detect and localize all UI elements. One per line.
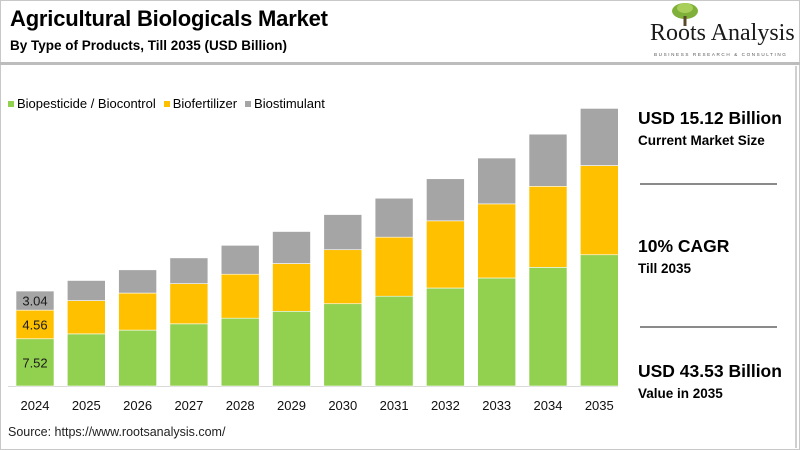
legend-label-biostimulant: Biostimulant — [254, 96, 325, 111]
bar-biostimulant-2026 — [118, 269, 157, 294]
logo-tagline: BUSINESS RESEARCH & CONSULTING — [654, 52, 788, 57]
bar-biopesticide-biocontrol-2033 — [477, 277, 517, 387]
legend-item-biostimulant: Biostimulant — [245, 96, 325, 111]
bar-biopesticide-biocontrol-2034 — [528, 267, 568, 387]
bar-biofertilizer-2026 — [118, 292, 157, 331]
bar-biostimulant-2030 — [323, 214, 363, 251]
bar-biofertilizer-2024 — [15, 309, 55, 340]
x-tick-label-2028: 2028 — [226, 398, 255, 413]
stat-cagr: 10% CAGR Till 2035 — [638, 236, 729, 276]
bar-biostimulant-2027 — [169, 257, 209, 284]
legend-label-biopesticide: Biopesticide / Biocontrol — [17, 96, 156, 111]
bar-biopesticide-biocontrol-2031 — [374, 295, 414, 387]
roots-analysis-logo: Roots Analysis BUSINESS RESEARCH & CONSU… — [640, 2, 800, 60]
bar-biostimulant-2029 — [272, 231, 311, 264]
bar-biostimulant-2035 — [579, 108, 619, 166]
x-tick-label-2032: 2032 — [431, 398, 460, 413]
legend-item-biopesticide: Biopesticide / Biocontrol — [8, 96, 156, 111]
stacked-bar-chart: 2024 2025 2026 2027 2028 2029 2030 2031 2032 2033… — [8, 108, 619, 413]
bar-biofertilizer-2030 — [323, 249, 363, 305]
x-tick-label-2026: 2026 — [123, 398, 152, 413]
legend-item-biofertilizer: Biofertilizer — [163, 96, 238, 111]
bar-biostimulant-2024 — [15, 290, 55, 311]
x-tick-label-2035: 2035 — [585, 398, 614, 413]
stat-value-2035: USD 43.53 Billion Value in 2035 — [638, 361, 782, 401]
bar-biofertilizer-2028 — [220, 273, 260, 319]
bar-biopesticide-biocontrol-2029 — [272, 310, 311, 387]
bar-biofertilizer-2034 — [528, 185, 568, 268]
bar-biofertilizer-2027 — [169, 283, 209, 325]
chart-title: Agricultural Biologicals Market — [10, 6, 328, 31]
stat-current-market-size: USD 15.12 Billion Current Market Size — [638, 108, 782, 148]
stat-divider — [640, 326, 777, 328]
stat-value: 10% CAGR — [638, 236, 730, 256]
x-tick-label-2029: 2029 — [277, 398, 306, 413]
bar-biostimulant-2028 — [220, 245, 260, 275]
stat-label: Till 2035 — [638, 261, 692, 276]
x-tick-label-2025: 2025 — [72, 398, 101, 413]
stat-label: Current Market Size — [638, 133, 765, 148]
data-label-biofertilizer-2024: 4.56 — [22, 317, 47, 332]
bar-biofertilizer-2025 — [67, 300, 106, 335]
x-tick-label-2033: 2033 — [482, 398, 511, 413]
data-label-biopesticide-biocontrol-2024: 7.52 — [22, 355, 47, 370]
x-tick-label-2034: 2034 — [534, 398, 563, 413]
bar-biopesticide-biocontrol-2030 — [323, 303, 363, 387]
bar-biofertilizer-2031 — [374, 236, 414, 297]
bar-biostimulant-2032 — [426, 178, 465, 222]
bar-biofertilizer-2032 — [426, 220, 465, 289]
chart-subtitle: By Type of Products, Till 2035 (USD Bill… — [10, 38, 288, 53]
bar-biostimulant-2034 — [528, 133, 568, 187]
x-tick-label-2030: 2030 — [328, 398, 357, 413]
tree-icon — [672, 3, 698, 26]
x-tick-labels: 2024 2025 2026 2027 2028 2029 2030 2031 2032 2033… — [21, 398, 614, 413]
data-labels: 7.52 4.56 3.04 — [22, 294, 47, 371]
bars-group — [15, 108, 619, 387]
source-note: Source: https://www.rootsanalysis.com/ — [8, 425, 226, 439]
header-divider — [0, 62, 800, 65]
bar-biopesticide-biocontrol-2026 — [118, 329, 157, 387]
stat-value: USD 15.12 Billion — [638, 108, 782, 128]
bar-biopesticide-biocontrol-2032 — [426, 287, 465, 387]
legend-swatch-biopesticide — [8, 100, 14, 107]
x-tick-label-2031: 2031 — [380, 398, 409, 413]
bar-biopesticide-biocontrol-2028 — [220, 317, 260, 387]
bar-biofertilizer-2033 — [477, 203, 517, 279]
right-panel-border — [795, 66, 797, 448]
data-label-biostimulant-2024: 3.04 — [22, 294, 47, 309]
bar-biofertilizer-2035 — [579, 165, 619, 256]
stat-label: Value in 2035 — [638, 386, 723, 401]
legend-label-biofertilizer: Biofertilizer — [172, 96, 238, 111]
stat-divider — [640, 183, 777, 185]
x-tick-label-2027: 2027 — [174, 398, 203, 413]
bar-biostimulant-2025 — [67, 280, 106, 301]
bar-biopesticide-biocontrol-2027 — [169, 323, 209, 387]
x-tick-label-2024: 2024 — [21, 398, 50, 413]
bar-biopesticide-biocontrol-2024 — [15, 338, 55, 387]
chart-legend: Biopesticide / Biocontrol Biofertilizer … — [8, 96, 333, 111]
bar-biopesticide-biocontrol-2035 — [579, 254, 619, 387]
legend-swatch-biofertilizer — [163, 100, 170, 107]
logo-name: Roots Analysis — [650, 20, 795, 46]
stat-value: USD 43.53 Billion — [638, 361, 782, 381]
bar-biostimulant-2031 — [374, 197, 414, 238]
legend-swatch-biostimulant — [245, 100, 252, 107]
bar-biopesticide-biocontrol-2025 — [67, 333, 106, 387]
bar-biostimulant-2033 — [477, 157, 517, 205]
bar-biofertilizer-2029 — [272, 263, 311, 312]
